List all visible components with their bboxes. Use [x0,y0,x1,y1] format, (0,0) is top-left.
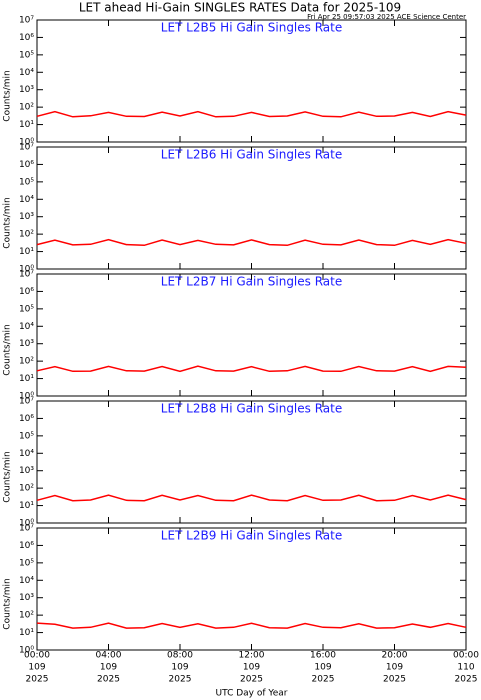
x-tick-label: 109 [100,663,117,673]
x-tick-label: 16:00 [310,651,336,661]
y-tick-label: 10⁰ [19,519,34,529]
x-tick-label: 2025 [312,675,335,685]
y-tick-label: 10² [19,230,34,240]
y-tick-label: 10⁴ [19,322,34,332]
x-tick-label: 109 [314,663,331,673]
data-line [36,365,467,373]
panel-title: LET L2B7 Hi Gain Singles Rate [161,275,342,289]
x-tick-label: 109 [28,663,45,673]
y-tick-label: 10¹ [19,120,34,130]
data-line [36,238,467,247]
y-tick-label: 10³ [19,85,34,95]
timestamp: Fri Apr 25 09:57:03 2025 ACE Science Cen… [307,13,466,21]
x-tick-label: 00:00 [453,651,479,661]
y-tick-label: 10¹ [19,501,34,511]
plot-frame [36,19,467,143]
y-axis-label: Counts/min [3,451,13,502]
x-tick-label: 109 [386,663,403,673]
x-tick-label: 2025 [240,675,263,685]
y-tick-label: 10⁶ [19,541,34,551]
y-tick-label: 10⁵ [19,177,34,187]
y-tick-label: 10³ [19,212,34,222]
y-tick-label: 10² [19,357,34,367]
y-tick-label: 10⁷ [19,16,34,26]
y-tick-label: 10⁵ [19,431,34,441]
x-axis-label: UTC Day of Year [216,689,288,699]
panel-title: LET L2B9 Hi Gain Singles Rate [161,529,342,543]
y-axis-label: Counts/min [3,70,13,121]
panel-title: LET L2B6 Hi Gain Singles Rate [161,148,342,162]
panel-title: LET L2B5 Hi Gain Singles Rate [161,21,342,35]
y-tick-label: 10⁶ [19,287,34,297]
x-tick-label: 2025 [383,675,406,685]
y-tick-label: 10⁰ [19,138,34,148]
y-tick-label: 10⁷ [19,397,34,407]
plot-frame [36,400,467,524]
y-tick-label: 10⁶ [19,160,34,170]
x-tick-label: 00:00 [24,651,50,661]
y-tick-label: 10⁵ [19,304,34,314]
y-tick-label: 10¹ [19,247,34,257]
x-tick-label: 110 [457,663,474,673]
y-tick-label: 10³ [19,339,34,349]
y-tick-label: 10² [19,103,34,113]
y-axis-label: Counts/min [3,197,13,248]
y-axis-label: Counts/min [3,578,13,629]
y-tick-label: 10⁵ [19,558,34,568]
plot-frame [36,273,467,397]
y-tick-label: 10⁷ [19,524,34,534]
y-tick-label: 10⁴ [19,576,34,586]
y-tick-label: 10⁷ [19,143,34,153]
x-tick-label: 08:00 [167,651,193,661]
y-tick-label: 10⁴ [19,68,34,78]
plot-frame [36,146,467,270]
y-tick-label: 10⁰ [19,646,34,656]
panel-title: LET L2B8 Hi Gain Singles Rate [161,402,342,416]
y-tick-label: 10⁶ [19,33,34,43]
y-tick-label: 10⁰ [19,392,34,402]
y-tick-label: 10² [19,484,34,494]
y-tick-label: 10⁴ [19,449,34,459]
x-tick-label: 12:00 [239,651,265,661]
x-tick-label: 04:00 [96,651,122,661]
x-tick-label: 20:00 [382,651,408,661]
data-line [36,494,467,502]
y-tick-label: 10⁴ [19,195,34,205]
x-tick-label: 109 [171,663,188,673]
y-tick-label: 10⁰ [19,265,34,275]
x-tick-label: 2025 [26,675,49,685]
y-tick-label: 10² [19,611,34,621]
y-tick-label: 10⁵ [19,50,34,60]
plot-frame [36,527,467,651]
y-axis-label: Counts/min [3,324,13,375]
y-tick-label: 10¹ [19,374,34,384]
page-title: LET ahead Hi-Gain SINGLES RATES Data for… [79,1,401,15]
x-tick-label: 2025 [97,675,120,685]
y-tick-label: 10⁷ [19,270,34,280]
data-line [36,622,467,629]
x-tick-label: 109 [243,663,260,673]
y-tick-label: 10³ [19,593,34,603]
data-line [36,110,467,118]
x-tick-label: 2025 [169,675,192,685]
y-tick-label: 10³ [19,466,34,476]
x-tick-label: 2025 [455,675,478,685]
y-tick-label: 10¹ [19,628,34,638]
y-tick-label: 10⁶ [19,414,34,424]
